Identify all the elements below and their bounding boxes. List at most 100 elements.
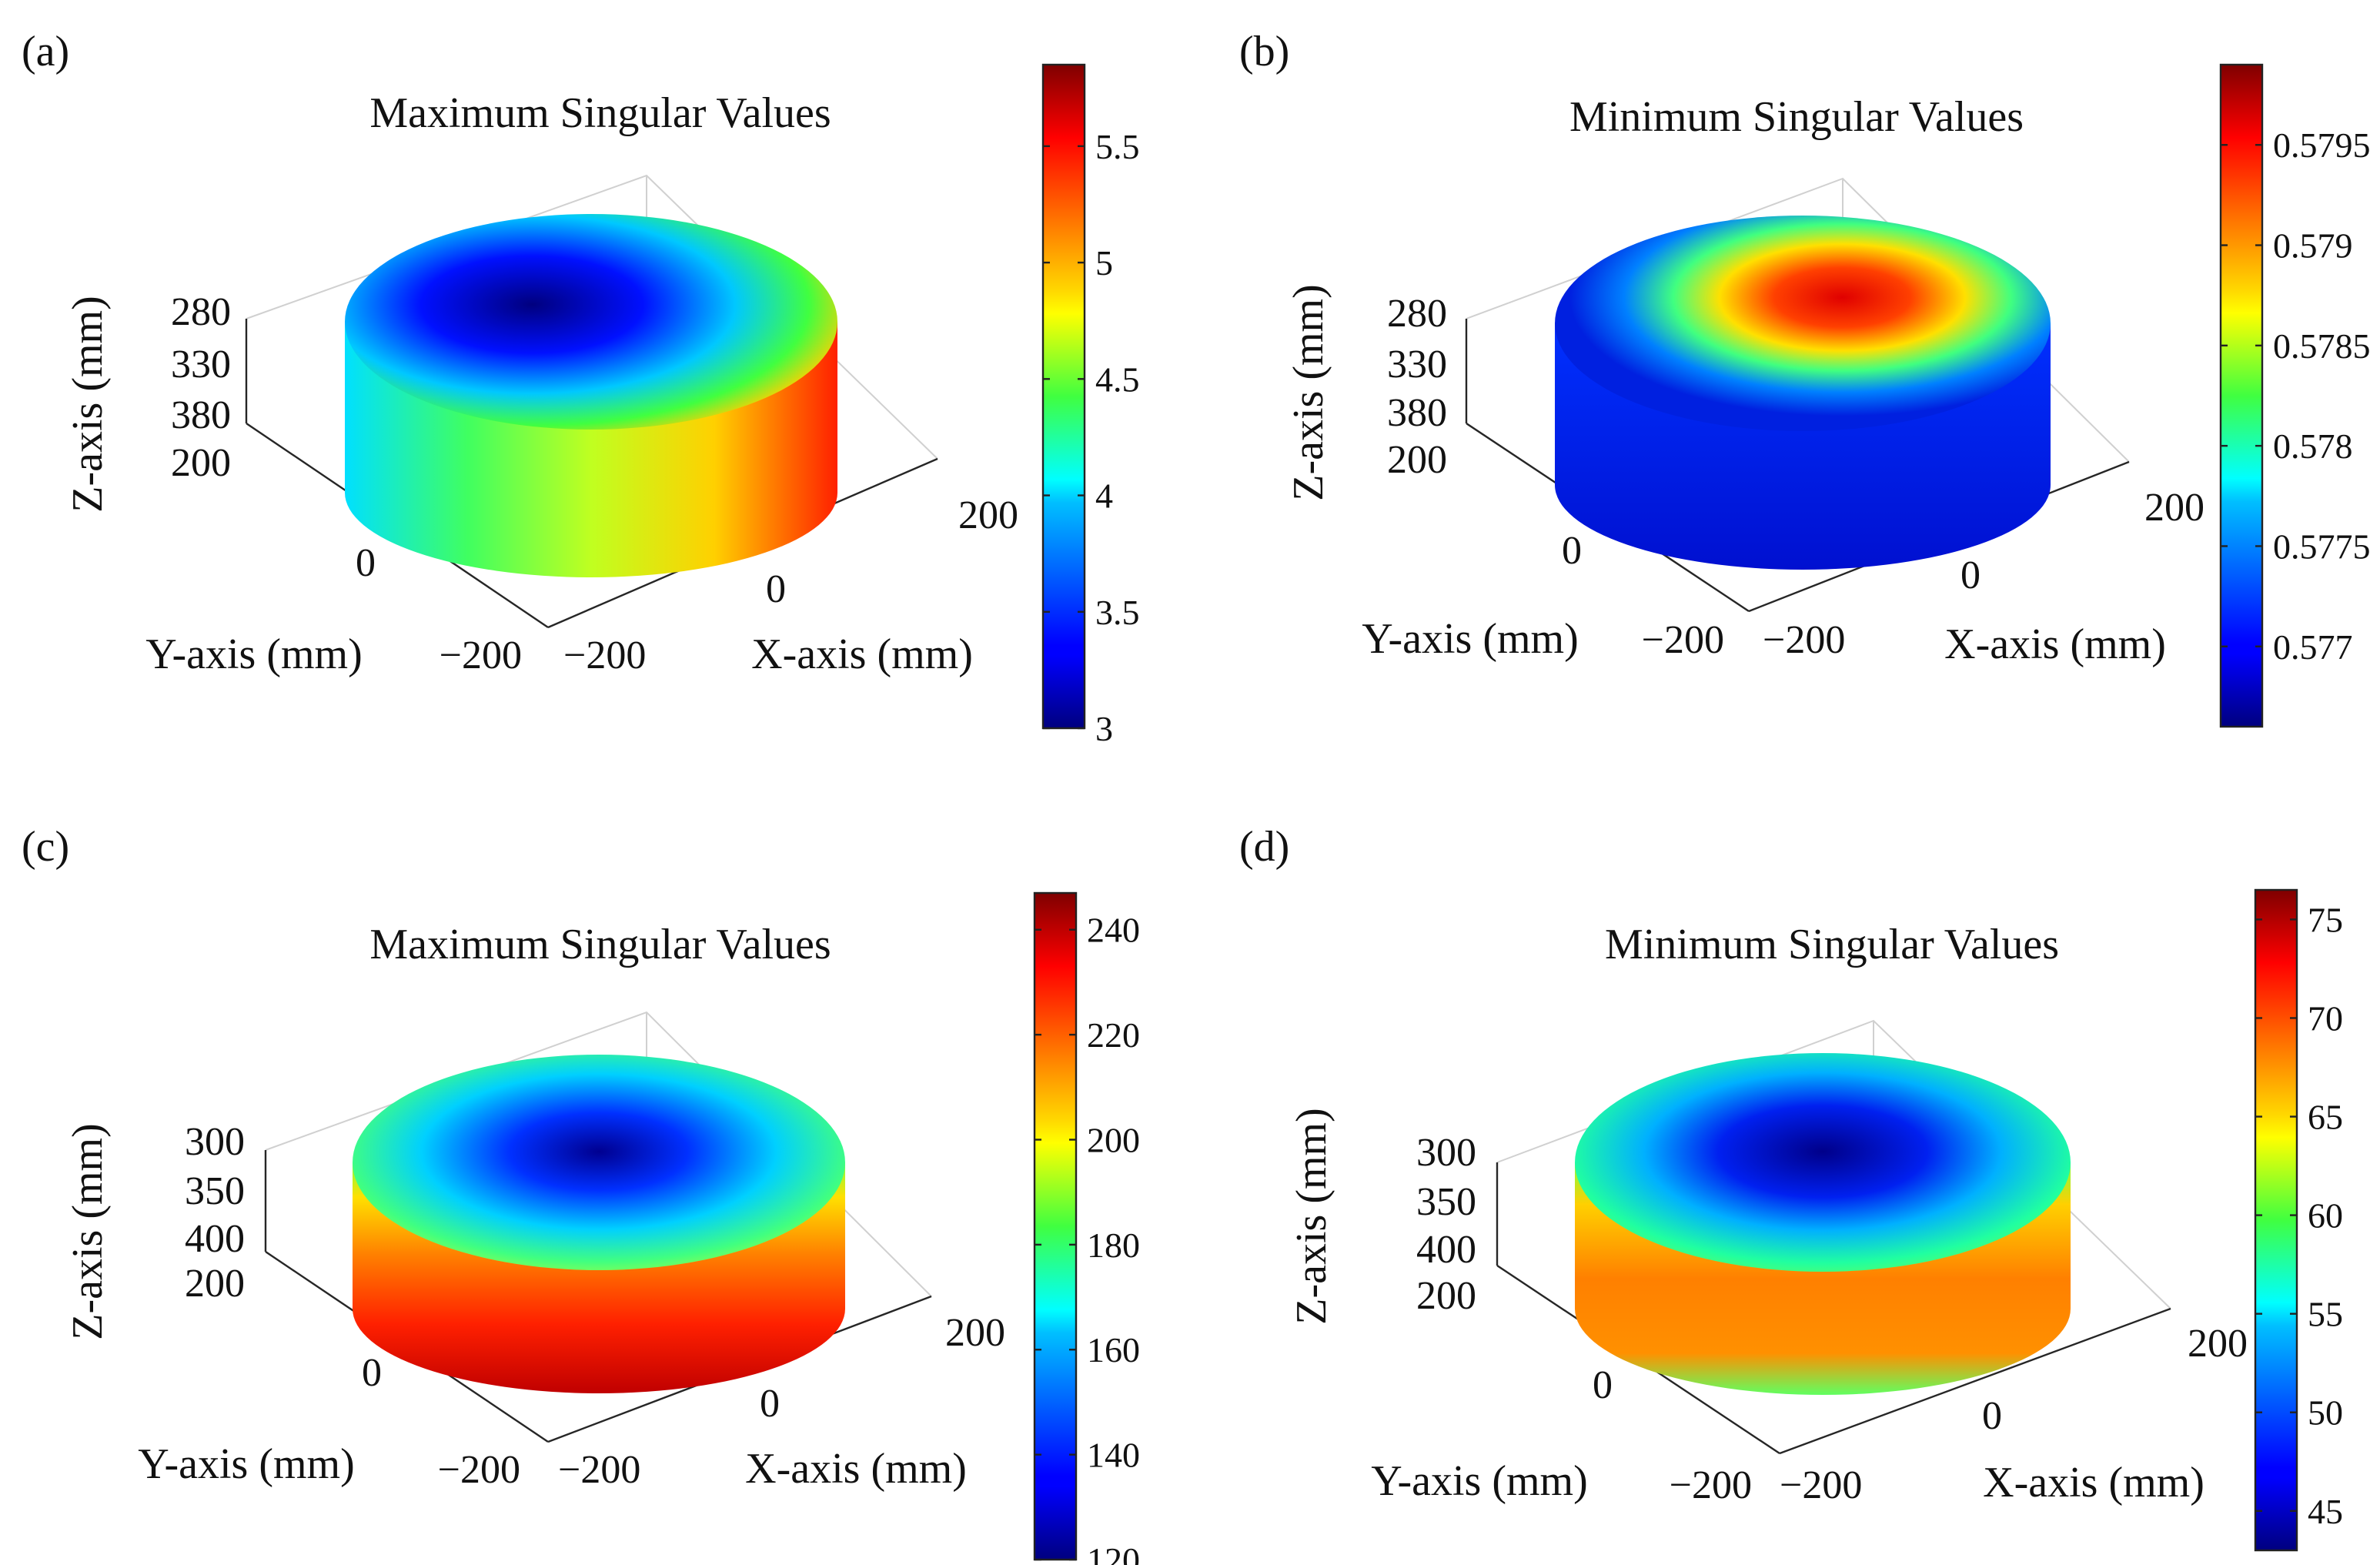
colorbar-tick-label: 3.5: [1095, 593, 1140, 632]
panel-c: (c) Maximum Singular Values 300 350 400 …: [22, 823, 1140, 1565]
y-tick: 0: [362, 1351, 382, 1395]
y-tick: 0: [1562, 529, 1582, 573]
z-tick: 380: [1387, 391, 1447, 435]
y-tick: 200: [1416, 1274, 1476, 1318]
z-tick: 280: [171, 290, 231, 334]
colorbar-tick-label: 65: [2308, 1098, 2343, 1137]
y-axis-label: Y-axis (mm): [138, 1440, 355, 1488]
z-axis-label: Z-axis (mm): [1288, 1108, 1335, 1324]
z-tick: 400: [1416, 1228, 1476, 1272]
colorbar-tick-label: 55: [2308, 1295, 2343, 1334]
x-tick: 200: [958, 493, 1018, 537]
x-axis-label: X-axis (mm): [1944, 620, 2166, 668]
x-tick: 200: [2188, 1322, 2248, 1366]
cylinder-top: [353, 1055, 845, 1270]
cylinder: [1575, 1053, 2071, 1395]
cylinder-top: [1575, 1053, 2071, 1272]
y-tick: −200: [440, 634, 522, 677]
z-tick: 350: [185, 1169, 245, 1213]
z-tick: 300: [185, 1120, 245, 1164]
x-axis-label: X-axis (mm): [751, 630, 973, 678]
cylinder: [345, 214, 837, 577]
x-tick: −200: [558, 1448, 640, 1492]
colorbar-tick-label: 0.577: [2273, 627, 2353, 667]
z-axis-label: Z-axis (mm): [64, 296, 112, 512]
chart-title: Minimum Singular Values: [1569, 93, 2024, 141]
colorbar-tick-label: 45: [2308, 1492, 2343, 1531]
panel-label: (c): [22, 823, 69, 871]
x-tick: 0: [760, 1382, 780, 1426]
chart-title: Maximum Singular Values: [369, 89, 831, 137]
panel-label: (a): [22, 28, 69, 75]
x-tick: 0: [766, 567, 786, 611]
colorbar-gradient: [1041, 63, 1086, 730]
z-tick: 380: [171, 393, 231, 437]
colorbar-tick-label: 200: [1087, 1120, 1140, 1159]
colorbar-tick-label: 0.5795: [2273, 125, 2371, 165]
chart-title: Minimum Singular Values: [1605, 921, 2059, 968]
colorbar-tick-label: 160: [1087, 1330, 1140, 1369]
x-tick: −200: [1763, 618, 1845, 662]
colorbar-gradient: [1033, 891, 1078, 1561]
colorbar: 3 3.5 4 4.5 5 5.5: [1041, 63, 1140, 748]
x-tick: 0: [1960, 553, 1981, 597]
colorbar-tick-label: 4: [1095, 477, 1113, 516]
panel-d: (d) Minimum Singular Values 300 350 400 …: [1239, 823, 2343, 1552]
colorbar-tick-label: 120: [1087, 1540, 1140, 1565]
colorbar-tick-label: 5.5: [1095, 127, 1140, 166]
cylinder: [1555, 216, 2051, 570]
y-tick: 200: [185, 1262, 245, 1306]
colorbar-tick-label: 60: [2308, 1196, 2343, 1236]
z-axis-label: Z-axis (mm): [64, 1123, 112, 1339]
cylinder-top: [1555, 216, 2051, 431]
cylinder: [353, 1055, 845, 1393]
y-tick: 200: [171, 441, 231, 485]
panel-b: (b) Minimum Singular Values 280 330 380 …: [1239, 28, 2371, 728]
colorbar-tick-label: 180: [1087, 1226, 1140, 1265]
colorbar-tick-label: 70: [2308, 998, 2343, 1038]
y-axis-label: Y-axis (mm): [1371, 1457, 1588, 1505]
x-axis-label: X-axis (mm): [745, 1445, 967, 1493]
y-tick: 0: [356, 541, 376, 585]
z-tick: 300: [1416, 1131, 1476, 1175]
x-tick: −200: [563, 634, 646, 677]
colorbar-tick-label: 0.5775: [2273, 527, 2371, 566]
panel-a: (a) Maximum Singular Values 280 330 380 …: [22, 28, 1140, 748]
y-tick: 200: [1387, 438, 1447, 482]
y-tick: 0: [1593, 1363, 1613, 1407]
colorbar: 45 50 55 60 65 70 75: [2254, 888, 2343, 1552]
z-tick: 350: [1416, 1180, 1476, 1224]
colorbar-tick-label: 0.579: [2273, 226, 2353, 266]
y-tick: −200: [1670, 1463, 1752, 1507]
z-tick: 330: [171, 343, 231, 386]
colorbar: 120 140 160 180 200 220 240: [1033, 891, 1140, 1565]
colorbar-tick-label: 0.5785: [2273, 326, 2371, 366]
colorbar-tick-label: 140: [1087, 1436, 1140, 1475]
cylinder-top: [345, 214, 837, 430]
z-tick: 330: [1387, 343, 1447, 386]
y-tick: −200: [438, 1448, 520, 1492]
y-tick: −200: [1642, 618, 1724, 662]
chart-title: Maximum Singular Values: [369, 921, 831, 968]
colorbar-gradient: [2254, 888, 2298, 1552]
x-tick: 200: [2144, 486, 2205, 530]
panel-label: (b): [1239, 28, 1289, 75]
colorbar: 0.577 0.5775 0.578 0.5785 0.579 0.5795: [2219, 63, 2371, 728]
colorbar-tick-label: 0.578: [2273, 426, 2353, 466]
z-tick: 400: [185, 1217, 245, 1261]
z-axis-label: Z-axis (mm): [1285, 284, 1332, 500]
x-tick: −200: [1780, 1463, 1862, 1507]
panel-label: (d): [1239, 823, 1289, 871]
y-axis-label: Y-axis (mm): [1362, 615, 1579, 663]
x-tick: 0: [1982, 1394, 2002, 1438]
colorbar-tick-label: 75: [2308, 900, 2343, 939]
z-tick: 280: [1387, 292, 1447, 336]
colorbar-tick-label: 3: [1095, 709, 1113, 748]
colorbar-tick-label: 5: [1095, 243, 1113, 283]
x-tick: 200: [945, 1311, 1005, 1355]
colorbar-tick-label: 220: [1087, 1015, 1140, 1055]
colorbar-tick-label: 4.5: [1095, 359, 1140, 399]
colorbar-tick-label: 240: [1087, 911, 1140, 950]
colorbar-gradient: [2219, 63, 2264, 728]
